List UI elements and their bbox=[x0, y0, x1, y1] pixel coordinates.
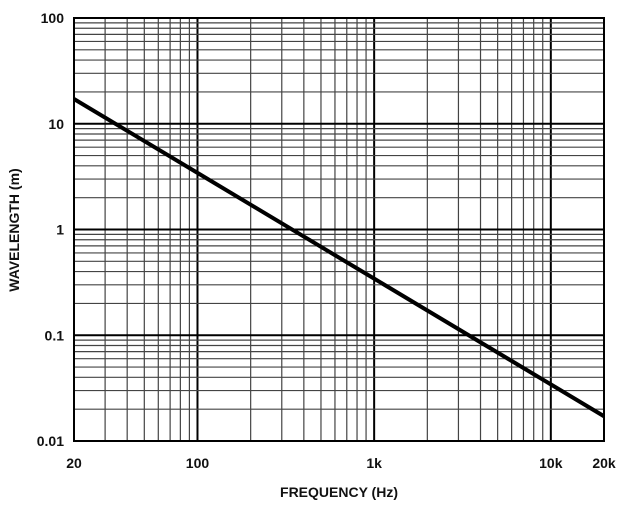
y-axis-label: WAVELENGTH (m) bbox=[6, 168, 22, 291]
x-tick-label: 1k bbox=[366, 455, 382, 471]
y-tick-label: 100 bbox=[41, 10, 65, 26]
wavelength-line bbox=[72, 97, 606, 418]
x-tick-label: 100 bbox=[186, 455, 210, 471]
x-tick-label: 20 bbox=[66, 455, 82, 471]
grid bbox=[73, 17, 605, 442]
y-tick-label: 0.01 bbox=[37, 433, 64, 449]
series bbox=[72, 97, 606, 418]
y-tick-label: 0.1 bbox=[45, 327, 65, 343]
y-tick-label: 1 bbox=[56, 222, 64, 238]
x-axis-label: FREQUENCY (Hz) bbox=[280, 484, 398, 500]
tick-labels: 20 100 1k 10k 20k 100 10 1 0.1 0.01 bbox=[37, 10, 616, 471]
x-tick-label: 20k bbox=[592, 455, 616, 471]
x-tick-label: 10k bbox=[539, 455, 563, 471]
y-tick-label: 10 bbox=[48, 116, 64, 132]
plot-frame bbox=[73, 17, 605, 442]
